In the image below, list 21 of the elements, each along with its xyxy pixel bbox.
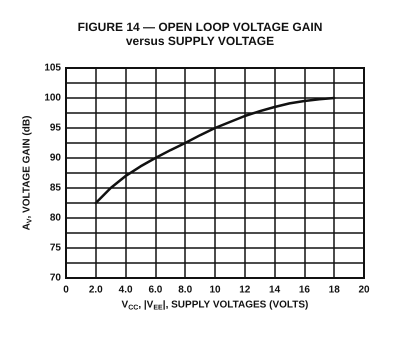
x-tick-label: 6.0 bbox=[148, 284, 163, 296]
x-tick-label: 10 bbox=[209, 284, 221, 296]
y-tick-label: 70 bbox=[50, 272, 62, 284]
x-tick-label: 16 bbox=[298, 284, 310, 296]
y-tick-label: 95 bbox=[50, 122, 62, 134]
x-tick-label: 4.0 bbox=[118, 284, 133, 296]
chart-title: FIGURE 14 — OPEN LOOP VOLTAGE GAIN bbox=[78, 20, 322, 34]
x-tick-label: 18 bbox=[328, 284, 340, 296]
x-tick-label: 2.0 bbox=[88, 284, 104, 296]
x-tick-label: 8.0 bbox=[178, 284, 193, 296]
x-tick-label: 20 bbox=[358, 284, 370, 296]
y-tick-label: 105 bbox=[44, 62, 62, 74]
x-tick-label: 14 bbox=[269, 284, 281, 296]
x-tick-label: 12 bbox=[239, 284, 251, 296]
y-tick-label: 85 bbox=[50, 182, 62, 194]
chart-subtitle: versus SUPPLY VOLTAGE bbox=[126, 34, 274, 48]
x-tick-label: 0 bbox=[63, 284, 70, 296]
y-tick-label: 75 bbox=[50, 242, 62, 254]
y-tick-label: 100 bbox=[44, 92, 62, 104]
y-tick-label: 90 bbox=[50, 152, 62, 164]
y-tick-label: 80 bbox=[50, 212, 62, 224]
